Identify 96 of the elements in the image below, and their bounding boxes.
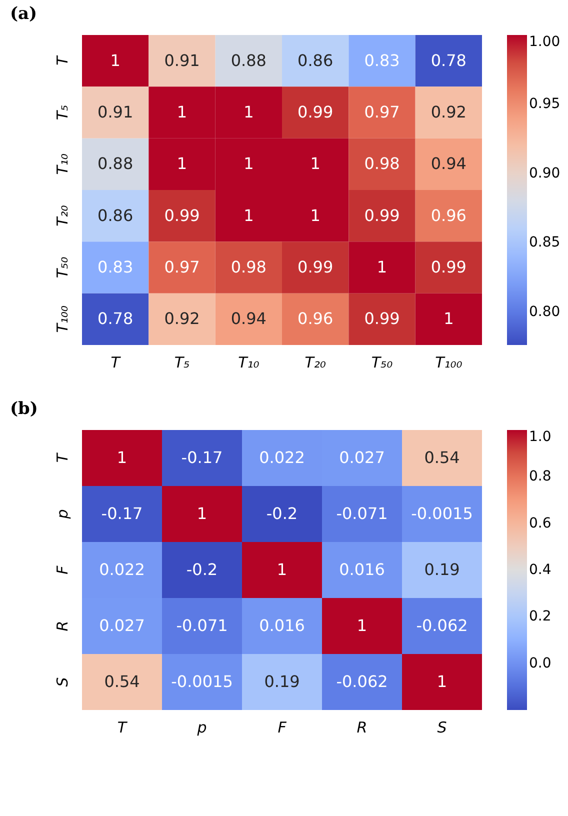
y-tick-label: T₂₀ (54, 205, 72, 226)
y-tick-label: F (54, 565, 72, 574)
data-label: 0.91 (98, 102, 134, 122)
chart-title: (a) (10, 4, 38, 24)
data-label: 1 (310, 206, 320, 225)
x-tick-label: T₂₀ (304, 354, 326, 372)
data-label: 0.91 (164, 50, 200, 70)
data-label: 0.94 (230, 309, 266, 328)
data-label: -0.062 (416, 616, 468, 635)
data-label: 0.99 (298, 102, 334, 122)
color-bar-label: 0.4 (529, 562, 552, 578)
data-label: 1 (176, 102, 188, 122)
data-label: -0.17 (101, 504, 143, 523)
data-label: 0.78 (98, 309, 134, 328)
x-tick-label: p (196, 718, 207, 736)
data-label: 0.19 (424, 560, 460, 579)
data-label: 0.99 (364, 206, 400, 225)
data-label: 1 (244, 206, 254, 225)
data-label: 0.54 (424, 448, 460, 467)
data-label: 0.97 (164, 258, 200, 276)
color-bar-label: 0.95 (529, 96, 560, 112)
color-bar-label: 1.00 (529, 34, 560, 50)
data-label: 1 (176, 154, 188, 174)
color-bar-label: 0.6 (529, 515, 552, 532)
data-label: -0.071 (176, 616, 228, 635)
data-label: 0.88 (98, 154, 134, 174)
data-label: 1 (110, 50, 120, 70)
data-label: 1 (356, 616, 368, 635)
data-label: -0.062 (336, 672, 388, 691)
data-label: 0.83 (98, 258, 134, 276)
color-bar-label: 0.2 (529, 608, 552, 625)
y-tick-label: T₅₀ (54, 256, 72, 278)
data-label: 0.86 (298, 50, 334, 70)
data-label: 1 (244, 154, 254, 174)
data-label: 0.92 (164, 309, 200, 328)
y-tick-label: T₅ (54, 104, 72, 120)
x-tick-label: S (437, 718, 448, 736)
x-tick-label: T₅₀ (371, 354, 393, 372)
data-label: 1 (244, 102, 254, 122)
data-label: 1 (436, 672, 448, 691)
color-bar-label: 0.85 (529, 234, 560, 251)
data-label: 0.92 (430, 102, 466, 122)
data-label: 1 (196, 504, 208, 523)
x-tick-label: T (110, 354, 122, 372)
data-label: 1 (376, 258, 388, 276)
data-label: 0.022 (259, 448, 305, 467)
x-tick-label: T₁₀ (238, 354, 260, 372)
y-tick-label: T₁₀₀ (54, 306, 72, 333)
x-tick-label: T (117, 718, 128, 736)
data-label: 0.96 (430, 206, 466, 225)
data-label: -0.17 (181, 448, 223, 467)
data-label: -0.2 (266, 504, 298, 523)
x-tick-label: R (356, 718, 368, 736)
color-bar-label: 0.80 (529, 304, 560, 320)
data-label: 1 (116, 448, 128, 467)
y-tick-label: R (54, 620, 72, 632)
data-label: 0.94 (430, 154, 466, 174)
data-label: 1 (310, 154, 320, 174)
data-label: 0.88 (230, 50, 266, 70)
data-label: 1 (444, 309, 454, 328)
data-label: 0.99 (164, 206, 200, 225)
y-tick-label: T₁₀ (54, 154, 72, 175)
data-label: 0.19 (264, 672, 300, 691)
data-label: 0.022 (99, 560, 145, 579)
data-label: 0.99 (364, 309, 400, 328)
data-label: -0.2 (186, 560, 218, 579)
data-label: 0.83 (364, 50, 400, 70)
x-tick-label: T₅ (174, 354, 190, 372)
data-label: 0.98 (364, 154, 400, 174)
data-label: 0.027 (99, 616, 145, 635)
color-bar-label: 0.0 (529, 655, 552, 672)
data-label: 0.86 (98, 206, 134, 225)
color-bar-label: 0.8 (529, 468, 552, 485)
y-tick-label: S (54, 676, 72, 687)
data-label: 0.78 (430, 50, 466, 70)
data-label: 0.96 (298, 309, 334, 328)
data-label: 0.99 (430, 258, 466, 276)
data-label: 0.98 (230, 258, 266, 276)
data-label: 0.016 (339, 560, 385, 579)
color-bar-label: 0.90 (529, 165, 560, 182)
data-label: 0.54 (104, 672, 140, 691)
data-label: 0.027 (339, 448, 385, 467)
data-label: -0.071 (336, 504, 388, 523)
x-tick-label: T₁₀₀ (435, 354, 462, 372)
data-label: 0.99 (298, 258, 334, 276)
data-label: -0.0015 (171, 672, 233, 691)
data-label: -0.0015 (411, 504, 473, 523)
data-label: 0.97 (364, 102, 400, 122)
data-label: 1 (276, 560, 288, 579)
y-tick-label: T (54, 452, 72, 463)
chart-title: (b) (10, 399, 38, 419)
y-tick-label: p (54, 509, 72, 520)
color-bar-label: 1.0 (529, 429, 552, 445)
y-tick-label: T (54, 54, 72, 66)
x-tick-label: F (278, 718, 287, 736)
data-label: 0.016 (259, 616, 305, 635)
